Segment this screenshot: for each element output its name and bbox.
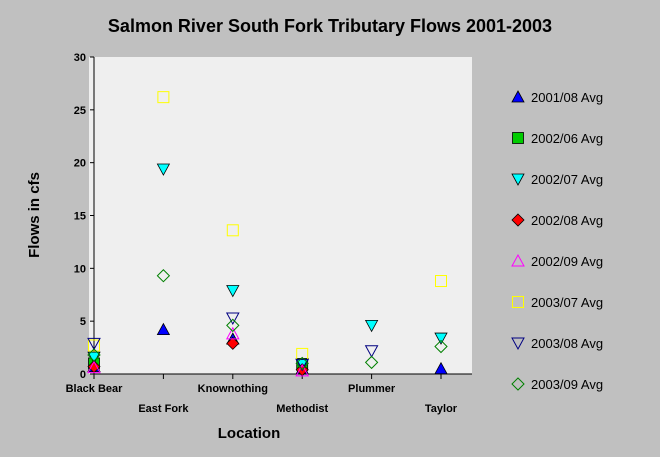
x-tick-label: Black Bear [66, 383, 124, 395]
x-tick-label: Plummer [348, 383, 396, 395]
x-tick-label: Knownothing [198, 383, 268, 395]
y-tick-label: 0 [80, 369, 86, 381]
legend-marker-3 [511, 173, 525, 186]
legend-marker-8 [511, 377, 525, 391]
x-tick-label: Methodist [276, 403, 328, 415]
y-tick-label: 15 [74, 211, 86, 223]
legend-marker-2 [512, 132, 524, 144]
plot-area [89, 57, 472, 374]
data-point [226, 318, 240, 333]
data-point [156, 322, 171, 336]
y-tick-label: 10 [74, 263, 86, 275]
data-point [225, 312, 240, 326]
data-point [434, 332, 448, 345]
legend-label-1: 2001/08 Avg [531, 90, 603, 105]
data-point [435, 275, 447, 288]
data-point [364, 319, 379, 333]
x-axis-label: Location [218, 425, 281, 442]
y-axis-label: Flows in cfs [26, 172, 43, 258]
data-point [156, 163, 171, 176]
x-ticks: Black Bear East Fork Knownothing Methodist P… [66, 374, 458, 415]
data-point [364, 355, 379, 370]
legend-label-4: 2002/08 Avg [531, 213, 603, 228]
data-point [157, 91, 170, 104]
chart-title: Salmon River South Fork Tributary Flows … [108, 16, 552, 36]
y-tick-label: 30 [74, 52, 86, 64]
data-point [87, 348, 101, 362]
data-points [87, 91, 448, 377]
data-point [87, 360, 101, 374]
data-point [434, 361, 448, 375]
y-tick-label: 20 [74, 158, 86, 170]
data-point [226, 336, 240, 350]
y-tick-label: 5 [80, 316, 86, 328]
y-tick-label: 25 [74, 105, 86, 117]
data-point [87, 337, 101, 351]
data-point [295, 358, 310, 372]
legend-marker-4 [511, 213, 525, 227]
legend-marker-1 [511, 90, 525, 103]
x-tick-label: East Fork [138, 403, 189, 415]
data-point [364, 345, 379, 358]
legend-marker-6 [512, 296, 524, 308]
legend: 2001/08 Avg 2002/06 Avg 2002/07 Avg 2002/08… [511, 90, 603, 392]
data-point [226, 285, 240, 298]
legend-label-8: 2003/09 Avg [531, 377, 603, 392]
data-point [226, 224, 239, 237]
legend-label-2: 2002/06 Avg [531, 131, 603, 146]
x-tick-label: Taylor [425, 403, 458, 415]
data-point [156, 269, 171, 283]
legend-label-6: 2003/07 Avg [531, 295, 603, 310]
data-point [88, 339, 100, 352]
legend-marker-5 [511, 253, 525, 267]
data-point [295, 356, 309, 371]
legend-label-5: 2002/09 Avg [531, 254, 603, 269]
data-point [225, 326, 240, 340]
y-ticks: 0 5 10 15 20 25 30 [74, 52, 94, 381]
legend-marker-7 [511, 337, 525, 351]
legend-label-7: 2003/08 Avg [531, 336, 603, 351]
legend-label-3: 2002/07 Avg [531, 172, 603, 187]
data-point [434, 339, 448, 354]
data-point [295, 363, 310, 377]
